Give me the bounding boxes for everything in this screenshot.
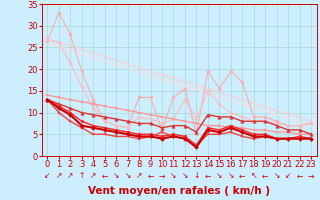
Text: →: → <box>308 171 314 180</box>
Text: ↙: ↙ <box>44 171 51 180</box>
Text: ←: ← <box>147 171 154 180</box>
Text: ←: ← <box>262 171 268 180</box>
Text: ↗: ↗ <box>67 171 74 180</box>
Text: ↘: ↘ <box>182 171 188 180</box>
Text: ↖: ↖ <box>251 171 257 180</box>
Text: ↘: ↘ <box>170 171 177 180</box>
Text: ↘: ↘ <box>274 171 280 180</box>
Text: ↘: ↘ <box>216 171 222 180</box>
Text: ↓: ↓ <box>193 171 200 180</box>
Text: →: → <box>159 171 165 180</box>
Text: ←: ← <box>205 171 211 180</box>
Text: ↗: ↗ <box>136 171 142 180</box>
Text: ↑: ↑ <box>78 171 85 180</box>
Text: ←: ← <box>296 171 303 180</box>
Text: ↙: ↙ <box>285 171 291 180</box>
Text: ←: ← <box>101 171 108 180</box>
Text: ↘: ↘ <box>124 171 131 180</box>
Text: ↗: ↗ <box>90 171 96 180</box>
X-axis label: Vent moyen/en rafales ( km/h ): Vent moyen/en rafales ( km/h ) <box>88 186 270 196</box>
Text: ↗: ↗ <box>56 171 62 180</box>
Text: ←: ← <box>239 171 245 180</box>
Text: ↘: ↘ <box>113 171 119 180</box>
Text: ↘: ↘ <box>228 171 234 180</box>
